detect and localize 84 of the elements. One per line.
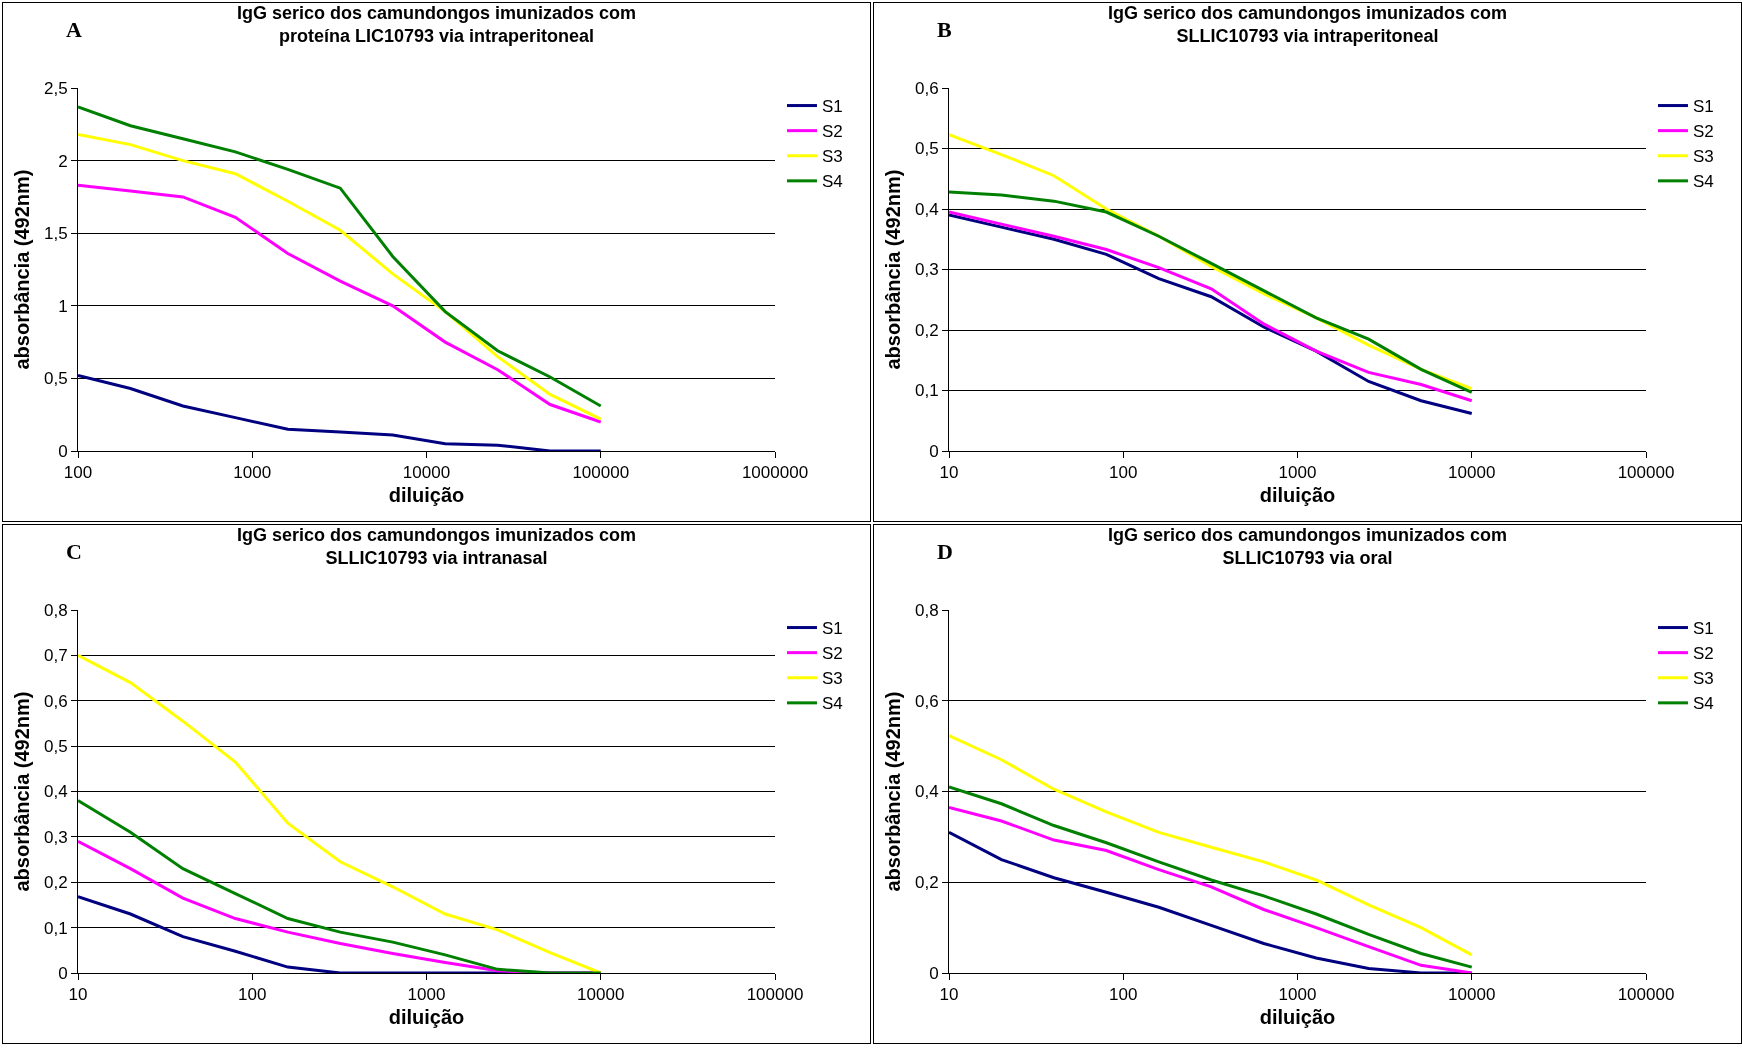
y-tick-label: 1 <box>58 296 68 316</box>
y-axis-title: absorbância (492nm) <box>11 691 34 892</box>
x-tick-label: 10 <box>939 463 959 483</box>
x-tick-label: 10000 <box>577 985 625 1005</box>
x-tick-label: 100000 <box>572 463 630 483</box>
y-tick-label: 0,5 <box>914 139 939 159</box>
legend-label: S4 <box>821 694 843 714</box>
legend-label: S1 <box>1692 619 1714 639</box>
y-tick-label: 2 <box>58 151 68 171</box>
line-series <box>949 734 1474 957</box>
y-axis-title: absorbância (492nm) <box>882 691 905 892</box>
legend-label: S2 <box>1692 644 1714 664</box>
chart-title: IgG serico dos camundongos imunizados com SLLIC10793 via intraperitoneal <box>1107 2 1508 46</box>
y-tick-label: 0,6 <box>43 691 68 711</box>
x-tick-label: 1000000 <box>741 463 809 483</box>
y-tick-label: 1,5 <box>43 224 68 244</box>
x-tick-label: 1000 <box>233 463 272 483</box>
x-tick-label: 10000 <box>402 463 451 483</box>
y-tick-label: 0,4 <box>43 782 68 802</box>
y-tick-label: 0,4 <box>914 199 939 219</box>
legend-label: S4 <box>1692 172 1714 192</box>
y-tick-label: 0,6 <box>914 78 939 98</box>
legend-label: S2 <box>821 644 843 664</box>
y-tick-label: 0,8 <box>914 600 939 620</box>
x-tick-label: 1000 <box>1278 463 1317 483</box>
y-tick-label: 0 <box>58 963 68 983</box>
x-tick-label: 100000 <box>1617 985 1675 1005</box>
y-tick-label: 0,3 <box>43 827 68 847</box>
legend-label: S1 <box>1692 97 1714 117</box>
legend-label: S2 <box>821 122 843 142</box>
x-axis-title: diluição <box>1259 1005 1336 1028</box>
legend-label: S3 <box>821 669 843 689</box>
y-tick-label: 0,2 <box>914 873 939 893</box>
y-tick-label: 0 <box>58 441 68 461</box>
chart-title: IgG serico dos camundongos imunizados com SLLIC10793 via intranasal <box>236 524 637 568</box>
x-tick-label: 100000 <box>1617 463 1675 483</box>
x-tick-label: 10000 <box>1448 463 1496 483</box>
y-tick-label: 0,6 <box>914 691 939 711</box>
y-tick-label: 0 <box>929 441 939 461</box>
legend-label: S4 <box>1692 694 1714 714</box>
legend-label: S3 <box>821 147 843 167</box>
x-axis-title: diluição <box>388 1005 465 1028</box>
y-tick-label: 0,1 <box>43 918 68 938</box>
legend-label: S1 <box>821 619 843 639</box>
x-axis-title: diluição <box>1259 483 1336 506</box>
line-series <box>78 653 603 973</box>
x-tick-label: 100 <box>1109 985 1138 1005</box>
y-tick-label: 0,5 <box>43 737 68 757</box>
text: D <box>937 539 953 564</box>
line-series <box>78 374 603 451</box>
y-axis-title: absorbância (492nm) <box>11 169 34 370</box>
x-tick-label: 1000 <box>1278 985 1317 1005</box>
line-series <box>78 183 603 424</box>
y-tick-label: 2,5 <box>43 78 68 98</box>
x-tick-label: 10000 <box>1448 985 1496 1005</box>
legend-label: S4 <box>821 172 843 192</box>
y-axis-title: absorbância (492nm) <box>882 169 905 370</box>
y-tick-label: 0,1 <box>914 381 939 401</box>
y-tick-label: 0,4 <box>914 782 939 802</box>
x-axis-title: diluição <box>388 483 465 506</box>
x-tick-label: 100000 <box>746 985 804 1005</box>
y-tick-label: 0,3 <box>914 260 939 280</box>
x-tick-label: 10 <box>939 985 959 1005</box>
text: B <box>937 17 952 42</box>
legend-label: S3 <box>1692 147 1714 167</box>
legend-label: S3 <box>1692 669 1714 689</box>
y-tick-label: 0,2 <box>914 320 939 340</box>
legend-label: S1 <box>821 97 843 117</box>
y-tick-label: 0,8 <box>43 600 68 620</box>
text: A <box>66 17 82 42</box>
line-series <box>78 799 603 973</box>
x-tick-label: 100 <box>1109 463 1138 483</box>
chart-title: IgG serico dos camundongos imunizados com SLLIC10793 via oral <box>1107 524 1508 568</box>
y-tick-label: 0,2 <box>43 873 68 893</box>
x-tick-label: 100 <box>63 463 93 483</box>
y-tick-label: 0,5 <box>43 369 68 389</box>
legend-label: S2 <box>1692 122 1714 142</box>
chart-title: IgG serico dos camundongos imunizados com proteína LIC10793 via intraperitoneal <box>236 2 637 46</box>
x-tick-label: 1000 <box>407 985 446 1005</box>
y-tick-label: 0,7 <box>43 646 68 666</box>
y-tick-label: 0 <box>929 963 939 983</box>
x-tick-label: 10 <box>68 985 88 1005</box>
x-tick-label: 100 <box>238 985 267 1005</box>
text: C <box>66 539 82 564</box>
